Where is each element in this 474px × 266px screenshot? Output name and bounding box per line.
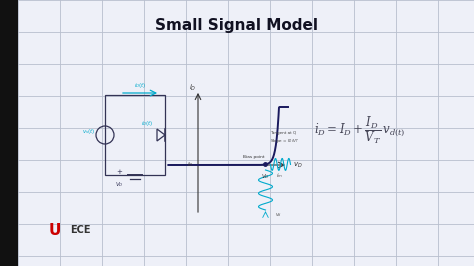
Text: +: + — [116, 169, 122, 175]
Text: $i_D(t)$: $i_D(t)$ — [134, 81, 146, 90]
Text: $\mathbf{U}$: $\mathbf{U}$ — [48, 222, 62, 238]
Text: $i_D$: $i_D$ — [189, 83, 197, 93]
Text: ECE: ECE — [70, 225, 91, 235]
Text: $v_d$: $v_d$ — [275, 211, 283, 219]
Text: Tangent at Q
Slope = $I_D/V_T$: Tangent at Q Slope = $I_D/V_T$ — [271, 131, 300, 146]
Text: $v_D$: $v_D$ — [293, 160, 303, 170]
Text: $i_D = I_D + \dfrac{I_D}{V_T}\,v_{d(t)}$: $i_D = I_D + \dfrac{I_D}{V_T}\,v_{d(t)}$ — [314, 114, 406, 146]
Bar — [105, 95, 165, 175]
Bar — [0, 0, 18, 266]
Text: $I_D$: $I_D$ — [187, 160, 193, 169]
Text: $V_D$: $V_D$ — [115, 180, 123, 189]
Text: $V_D$: $V_D$ — [261, 172, 270, 181]
Text: $v_s(t)$: $v_s(t)$ — [82, 127, 96, 135]
Text: $i_m$: $i_m$ — [276, 171, 283, 180]
Text: $i_D(t)$: $i_D(t)$ — [141, 118, 153, 127]
Text: Bias point: Bias point — [244, 155, 265, 159]
Text: Small Signal Model: Small Signal Model — [155, 18, 319, 33]
